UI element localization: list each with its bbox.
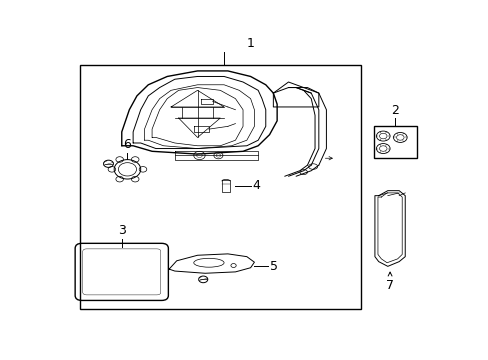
- Text: 7: 7: [386, 279, 393, 292]
- Bar: [373, 126, 417, 158]
- Text: 4: 4: [252, 179, 260, 193]
- Text: 1: 1: [246, 37, 254, 50]
- Text: 2: 2: [390, 104, 399, 117]
- Bar: [80, 66, 360, 309]
- Text: 3: 3: [118, 224, 125, 237]
- Text: 5: 5: [269, 260, 277, 273]
- Text: 6: 6: [123, 138, 131, 151]
